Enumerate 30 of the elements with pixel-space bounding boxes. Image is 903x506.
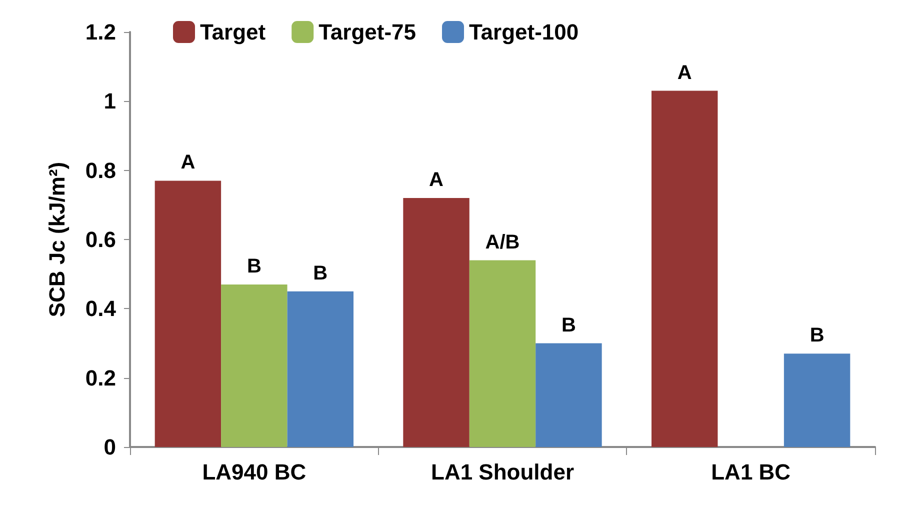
bar xyxy=(287,291,354,447)
y-tick-label: 1 xyxy=(104,88,116,114)
x-tick-label: LA940 BC xyxy=(202,460,306,484)
data-label: A xyxy=(677,62,692,84)
y-tick-label: 0.8 xyxy=(85,158,116,183)
legend-label: Target-100 xyxy=(469,20,579,44)
bar xyxy=(469,260,536,447)
bar xyxy=(652,90,718,447)
bar xyxy=(536,343,602,447)
y-tick-label: 0 xyxy=(104,434,116,460)
data-label: B xyxy=(246,255,262,278)
y-tick-label: 0.4 xyxy=(85,296,117,322)
x-tick-label: LA1 Shoulder xyxy=(430,460,574,484)
y-tick-label: 0.6 xyxy=(85,227,116,252)
y-axis-title: SCB Jc (kJ/m²) xyxy=(44,162,70,318)
y-tick-label: 0.2 xyxy=(85,365,116,390)
x-tick-label: LA1 BC xyxy=(711,460,791,484)
data-label: B xyxy=(810,324,824,347)
legend-label: Target xyxy=(200,20,266,44)
data-label: A/B xyxy=(485,231,520,254)
legend-label: Target-75 xyxy=(318,20,416,44)
y-tick-label: 1.2 xyxy=(85,20,116,44)
data-label: B xyxy=(313,262,328,284)
bar xyxy=(154,180,222,447)
data-label: B xyxy=(561,314,576,336)
bar xyxy=(221,284,288,447)
bar xyxy=(403,198,470,447)
data-label: A xyxy=(180,152,196,174)
bar xyxy=(784,354,850,447)
data-label: A xyxy=(429,169,444,191)
